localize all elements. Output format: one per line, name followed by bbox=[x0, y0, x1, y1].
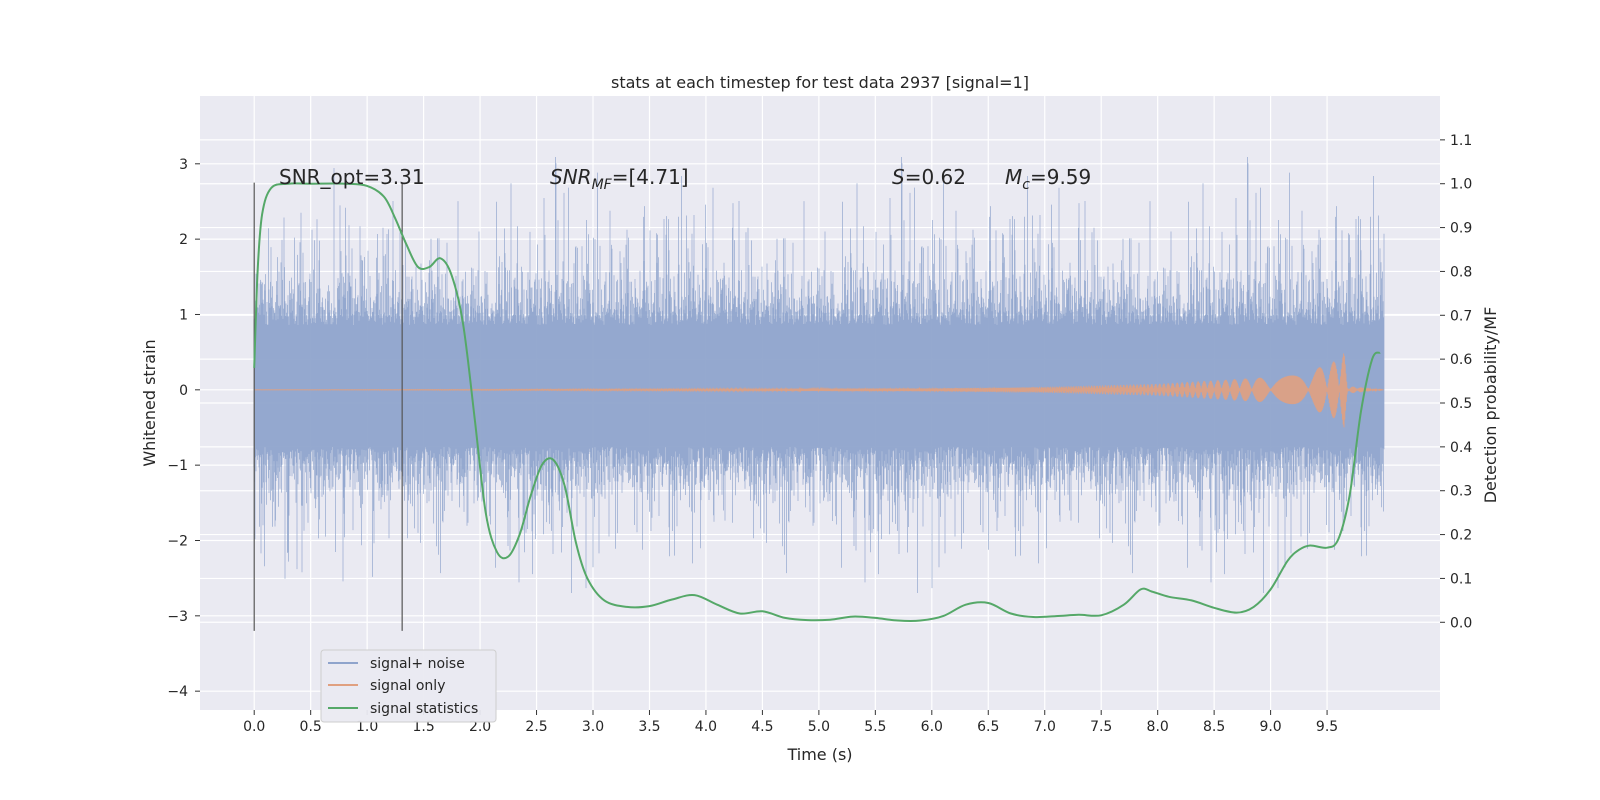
series-signal-only bbox=[254, 353, 1384, 428]
legend-label-signal: signal only bbox=[370, 678, 445, 694]
y2-tick-label: 1.0 bbox=[1450, 177, 1472, 193]
x-tick-label: 5.5 bbox=[864, 719, 886, 735]
legend: signal+ noise signal only signal statist… bbox=[320, 649, 497, 723]
y-tick-label: −4 bbox=[167, 684, 188, 700]
y-tick-label: 2 bbox=[179, 232, 188, 248]
y-tick-label: −1 bbox=[167, 458, 188, 474]
annotation-mc: Mc=9.59 bbox=[1005, 165, 1091, 193]
y2-tick-label: 0.5 bbox=[1450, 396, 1472, 412]
signal-statistics-line bbox=[253, 182, 1381, 622]
x-tick-label: 2.5 bbox=[525, 719, 547, 735]
x-tick-label: 0.5 bbox=[300, 719, 322, 735]
x-tick-label: 6.5 bbox=[977, 719, 999, 735]
annotation-s-main: S bbox=[892, 165, 905, 189]
x-tick-label: 9.0 bbox=[1259, 719, 1281, 735]
signal-only-trace bbox=[254, 353, 1384, 428]
y2-tick-label: 0.9 bbox=[1450, 221, 1472, 237]
y2-axis-ticks: 0.0 0.1 0.2 0.3 0.4 0.5 0.6 0.7 0.8 0.9 1.0 1.1 bbox=[1440, 133, 1472, 631]
y2-tick-label: 1.1 bbox=[1450, 133, 1472, 149]
y2-tick-label: 0.4 bbox=[1450, 440, 1472, 456]
y2-tick-label: 0.3 bbox=[1450, 484, 1472, 500]
series-signal-statistics bbox=[253, 182, 1381, 622]
x-tick-label: 3.5 bbox=[638, 719, 660, 735]
y-axis-label: Whitened strain bbox=[140, 339, 159, 466]
y-axis-ticks: −4 −3 −2 −1 0 1 2 3 bbox=[167, 157, 200, 700]
annotation-s-rest: =0.62 bbox=[905, 165, 966, 189]
annotation-mc-sub: c bbox=[1022, 177, 1030, 193]
legend-label-stats: signal statistics bbox=[370, 701, 478, 717]
x-tick-label: 1.0 bbox=[356, 719, 378, 735]
x-tick-label: 0.0 bbox=[243, 719, 265, 735]
annotation-snr-mf: SNRMF=[4.71] bbox=[550, 165, 689, 193]
x-tick-label: 4.5 bbox=[751, 719, 773, 735]
y-tick-label: −2 bbox=[167, 533, 188, 549]
y2-tick-label: 0.1 bbox=[1450, 571, 1472, 587]
x-tick-label: 8.0 bbox=[1147, 719, 1169, 735]
x-tick-label: 7.5 bbox=[1090, 719, 1112, 735]
annotation-snr-mf-main: SNR bbox=[550, 165, 592, 189]
y-tick-label: 0 bbox=[179, 383, 188, 399]
annotation-s: S=0.62 bbox=[892, 165, 966, 189]
x-tick-label: 2.0 bbox=[469, 719, 491, 735]
x-tick-label: 3.0 bbox=[582, 719, 604, 735]
chart-title: stats at each timestep for test data 293… bbox=[611, 73, 1029, 92]
y2-tick-label: 0.0 bbox=[1450, 615, 1472, 631]
x-tick-label: 7.0 bbox=[1034, 719, 1056, 735]
y-tick-label: 3 bbox=[179, 157, 188, 173]
x-tick-label: 4.0 bbox=[695, 719, 717, 735]
annotation-snr-mf-rest: =[4.71] bbox=[612, 165, 689, 189]
annotation-mc-rest: =9.59 bbox=[1030, 165, 1091, 189]
y-tick-label: 1 bbox=[179, 307, 188, 323]
annotation-snr-opt: SNR_opt=3.31 bbox=[279, 165, 425, 189]
y2-tick-label: 0.8 bbox=[1450, 264, 1472, 280]
legend-label-noise: signal+ noise bbox=[370, 656, 465, 672]
x-tick-label: 1.5 bbox=[412, 719, 434, 735]
x-axis-ticks: 0.0 0.5 1.0 1.5 2.0 2.5 3.0 3.5 4.0 4.5 5.0 5.5 6.0 6… bbox=[243, 710, 1338, 735]
x-axis-label: Time (s) bbox=[786, 745, 852, 764]
x-tick-label: 8.5 bbox=[1203, 719, 1225, 735]
y2-tick-label: 0.6 bbox=[1450, 352, 1472, 368]
vertical-markers bbox=[253, 182, 403, 631]
legend-box bbox=[320, 649, 497, 723]
y2-tick-label: 0.2 bbox=[1450, 528, 1472, 544]
y2-tick-label: 0.7 bbox=[1450, 308, 1472, 324]
x-tick-label: 9.5 bbox=[1316, 719, 1338, 735]
annotation-mc-main: M bbox=[1005, 165, 1022, 189]
x-tick-label: 6.0 bbox=[921, 719, 943, 735]
y2-axis-label: Detection probability/MF bbox=[1481, 307, 1500, 504]
y-tick-label: −3 bbox=[167, 609, 188, 625]
x-tick-label: 5.0 bbox=[808, 719, 830, 735]
annotation-snr-mf-sub: MF bbox=[592, 177, 613, 193]
